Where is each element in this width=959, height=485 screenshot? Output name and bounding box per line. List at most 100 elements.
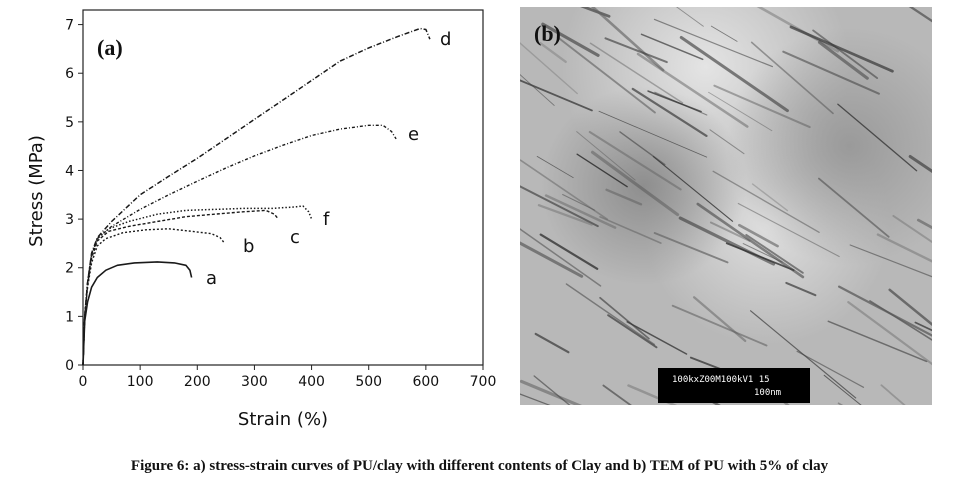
tem-streak <box>756 7 840 53</box>
tem-streak <box>636 52 749 128</box>
x-tick-label-1: 100 <box>127 374 154 390</box>
tem-streak <box>631 87 708 137</box>
tem-streak <box>742 243 783 263</box>
panel-label-a: (a) <box>97 35 123 60</box>
tem-streak <box>709 129 745 155</box>
curve-label-a: a <box>206 268 217 289</box>
curve-e <box>82 124 397 366</box>
tem-streak <box>880 384 906 405</box>
tem-streak <box>812 29 879 79</box>
panel-label-b: (b) <box>534 21 561 46</box>
y-tick-label-7: 7 <box>65 18 74 34</box>
tem-streak <box>772 391 790 405</box>
tem-streak <box>789 25 894 73</box>
curve-b <box>82 228 226 366</box>
scale-bar-info: 100kxZ00M100kV1 15 <box>672 375 770 385</box>
curve-d <box>82 27 431 366</box>
scale-bar-unit: 100nm <box>754 388 782 398</box>
tem-streak <box>751 183 789 212</box>
tem-streak <box>537 204 593 226</box>
tem-streak <box>785 281 817 297</box>
x-tick-label-3: 300 <box>241 374 268 390</box>
tem-streak <box>565 283 656 346</box>
tem-streak <box>817 177 890 238</box>
tem-streak <box>539 42 567 63</box>
tem-streak <box>647 90 702 113</box>
tem-streak <box>750 41 834 115</box>
tem-streak <box>679 36 789 113</box>
tem-streak <box>908 7 932 23</box>
x-tick-label-5: 500 <box>355 374 382 390</box>
tem-streak <box>588 130 682 191</box>
tem-streak <box>580 7 611 18</box>
x-tick-label-0: 0 <box>79 374 88 390</box>
tem-streak <box>607 314 658 349</box>
tem-streak <box>892 214 932 244</box>
y-tick-label-0: 0 <box>65 358 74 374</box>
tem-streak <box>888 288 932 326</box>
figure-caption: Figure 6: a) stress-strain curves of PU/… <box>130 458 829 474</box>
tem-streak <box>737 202 840 258</box>
curve-f <box>82 205 313 366</box>
tem-streak <box>541 22 600 57</box>
tem-streak <box>533 375 571 405</box>
y-tick-label-5: 5 <box>65 115 74 131</box>
tem-streak <box>640 33 704 61</box>
tem-streak <box>750 310 857 399</box>
tem-streak <box>817 40 869 80</box>
tem-streak <box>838 285 932 337</box>
tem-streak <box>536 155 574 179</box>
tem-streak <box>604 37 668 64</box>
tem-micrograph: (b) 100kxZ00M100kV1 15 100nm <box>520 7 932 405</box>
tem-streak <box>520 393 551 405</box>
tem-streak <box>692 296 747 343</box>
tem-streak <box>520 79 593 112</box>
tem-streak <box>589 42 684 104</box>
tem-streak <box>738 223 779 248</box>
tem-streak <box>696 202 805 279</box>
curve-c <box>82 209 279 366</box>
plot-frame <box>82 9 484 366</box>
tem-streak <box>599 296 650 340</box>
tem-streak <box>626 321 688 355</box>
tem-streak <box>654 91 708 116</box>
tem-streak <box>823 374 862 405</box>
curve-label-d: d <box>440 29 451 50</box>
tem-streak <box>709 221 751 242</box>
tem-streak <box>876 233 932 263</box>
x-tick-label-4: 400 <box>298 374 325 390</box>
tem-streak <box>590 150 680 217</box>
curve-label-e: e <box>408 124 419 145</box>
tem-streak <box>590 7 665 72</box>
tem-streak <box>827 320 928 363</box>
tem-streak <box>556 36 656 114</box>
chart-curves <box>82 27 431 366</box>
chart-axes: 0 100 200 300 400 500 600 700 0 1 2 3 4 5 6 7 <box>65 9 497 390</box>
tem-streak <box>847 301 932 366</box>
tem-streak <box>712 170 820 234</box>
tem-streak <box>713 84 811 129</box>
tem-streak <box>562 194 596 211</box>
tem-streak <box>598 110 708 158</box>
tem-streak <box>576 153 628 188</box>
tem-streak <box>796 350 865 388</box>
curve-label-c: c <box>290 227 300 248</box>
tem-streak <box>671 304 768 347</box>
x-axis-title: Strain (%) <box>238 409 328 430</box>
tem-streak <box>695 391 721 405</box>
tem-streak <box>782 50 880 95</box>
curve-label-f: f <box>323 209 330 230</box>
x-tick-label-7: 700 <box>470 374 497 390</box>
tem-streak <box>539 233 599 270</box>
tem-texture <box>520 7 932 405</box>
tem-streak <box>653 18 773 68</box>
tem-streak <box>627 384 678 405</box>
tem-streak <box>544 194 617 229</box>
y-tick-label-3: 3 <box>65 212 74 228</box>
y-axis-title: Stress (MPa) <box>26 135 47 247</box>
x-tick-label-6: 600 <box>412 374 439 390</box>
tem-streak <box>710 25 738 42</box>
curve-label-b: b <box>243 236 254 257</box>
tem-streak <box>653 232 729 264</box>
tem-streak <box>725 242 795 272</box>
